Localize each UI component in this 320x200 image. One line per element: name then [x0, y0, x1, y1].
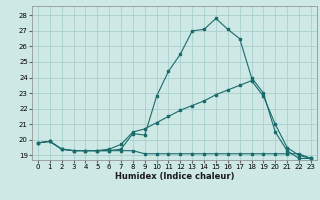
X-axis label: Humidex (Indice chaleur): Humidex (Indice chaleur): [115, 172, 234, 181]
